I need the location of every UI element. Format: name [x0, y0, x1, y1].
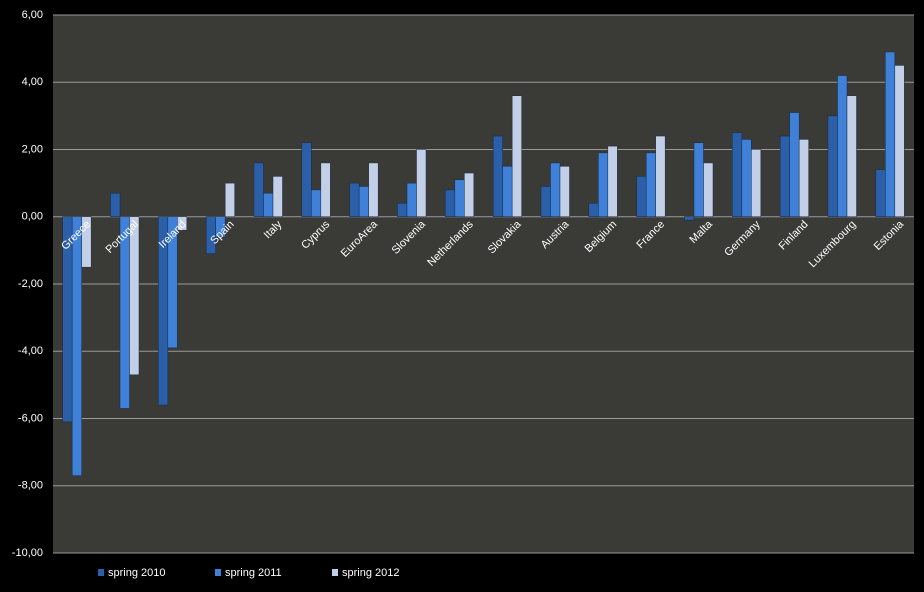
- legend-label: spring 2011: [225, 567, 282, 579]
- bar: [645, 152, 656, 218]
- bar: [397, 203, 408, 218]
- legend-marker: [215, 569, 221, 576]
- legend-marker: [332, 569, 338, 576]
- y-tick-label: -10,00: [12, 547, 43, 559]
- bar: [779, 135, 790, 217]
- bar: [751, 149, 762, 217]
- bar: [837, 75, 848, 218]
- bar: [215, 216, 226, 238]
- bar: [540, 186, 551, 218]
- y-tick-label: 0,00: [22, 211, 43, 223]
- bar: [875, 169, 886, 218]
- legend-label: spring 2012: [342, 567, 400, 579]
- bar: [224, 182, 235, 217]
- bar: [741, 139, 752, 218]
- bar: [445, 189, 456, 218]
- bar: [253, 162, 264, 217]
- bar: [464, 172, 475, 218]
- y-tick-label: 4,00: [22, 76, 43, 88]
- bar: [301, 142, 312, 217]
- y-tick-label: -2,00: [18, 278, 43, 290]
- bar: [492, 135, 503, 217]
- bar: [846, 95, 857, 217]
- bar: [81, 216, 92, 268]
- bar: [272, 176, 283, 217]
- bar: [416, 149, 427, 217]
- bar: [511, 95, 522, 217]
- bar: [177, 216, 188, 231]
- legend-marker: [98, 569, 104, 576]
- bar: [71, 216, 82, 476]
- bar: [894, 65, 905, 217]
- bar: [358, 186, 369, 218]
- y-tick-label: 6,00: [22, 9, 43, 21]
- bar: [827, 115, 838, 217]
- bar: [110, 192, 121, 217]
- bar: [885, 51, 896, 217]
- bar: [798, 139, 809, 218]
- bar: [454, 179, 465, 217]
- y-tick-label: -4,00: [18, 345, 43, 357]
- bar: [263, 192, 274, 217]
- bar: [684, 216, 695, 221]
- bar: [732, 132, 743, 217]
- bar: [598, 152, 609, 218]
- bar: [368, 162, 379, 217]
- bar: [588, 203, 599, 218]
- bar: [167, 216, 178, 349]
- bar: [703, 162, 714, 217]
- bar: [789, 112, 800, 217]
- bar: [406, 182, 417, 217]
- bar: [320, 162, 331, 217]
- bar: [349, 182, 360, 217]
- bar: [559, 166, 570, 217]
- legend-label: spring 2010: [108, 567, 166, 579]
- bar: [129, 216, 140, 376]
- bar: [550, 162, 561, 217]
- bar: [693, 142, 704, 217]
- bar: [502, 166, 513, 217]
- bar: [311, 189, 322, 218]
- bar: [655, 135, 666, 217]
- y-tick-label: -6,00: [18, 412, 43, 424]
- y-tick-label: -8,00: [18, 480, 43, 492]
- y-tick-label: 2,00: [22, 143, 43, 155]
- bar: [636, 176, 647, 217]
- bar: [607, 145, 618, 217]
